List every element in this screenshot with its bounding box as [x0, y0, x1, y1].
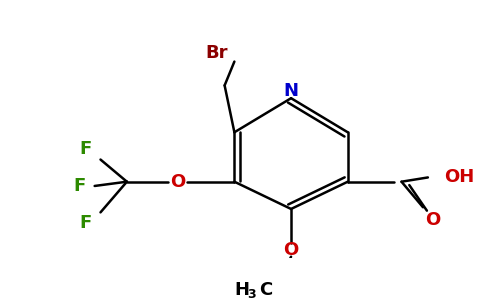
Text: O: O	[284, 241, 299, 259]
Text: O: O	[425, 211, 440, 229]
Text: OH: OH	[444, 168, 475, 186]
Text: F: F	[80, 214, 92, 232]
Text: F: F	[80, 140, 92, 158]
Text: 3: 3	[248, 288, 257, 300]
Text: C: C	[259, 281, 272, 299]
Text: F: F	[74, 177, 86, 195]
Text: Br: Br	[206, 44, 228, 62]
Text: N: N	[284, 82, 299, 100]
Text: O: O	[170, 173, 185, 191]
Text: H: H	[235, 281, 250, 299]
